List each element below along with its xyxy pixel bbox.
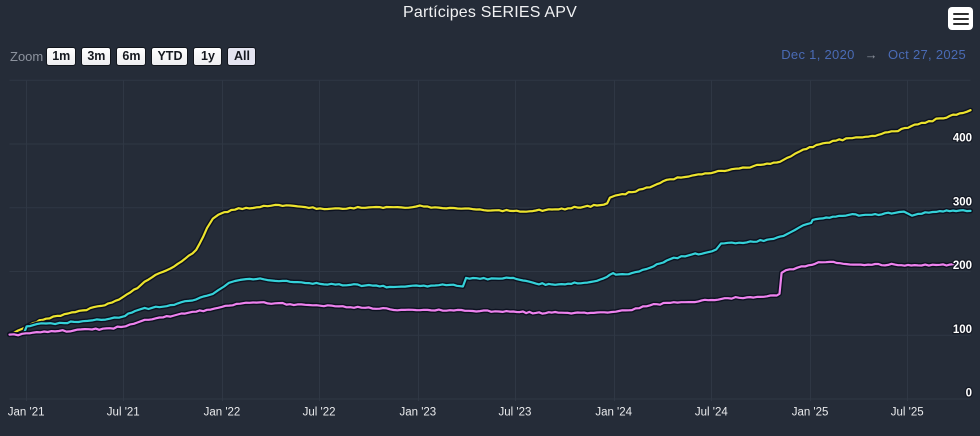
range-arrow: → [864,47,878,62]
zoom-button-ytd[interactable]: YTD [151,47,189,66]
x-axis-label-Jan24: Jan '24 [595,407,632,419]
x-axis-label-Jul24: Jul '24 [695,407,728,419]
series-cyan [8,209,972,336]
series-violet [8,260,972,337]
range-selector: Zoom 1m 3m 6m YTD 1y All [10,47,261,66]
y-axis-label-300: 300 [953,196,972,208]
zoom-button-1y[interactable]: 1y [193,47,223,66]
zoom-label: Zoom [10,49,44,64]
zoom-buttons: 1m 3m 6m YTD 1y All [46,47,261,66]
chart-title: Partícipes SERIES APV [402,4,578,21]
zoom-button-1m[interactable]: 1m [46,47,77,66]
zoom-button-6m[interactable]: 6m [116,47,147,66]
x-axis-label-Jan25: Jan '25 [792,407,829,419]
range-input-to[interactable]: Oct 27, 2025 [887,47,966,62]
series-cyan-halo [7,207,973,338]
range-input-from[interactable]: Dec 1, 2020 [781,47,855,62]
zoom-button-all[interactable]: All [227,47,257,66]
range-inputs: Dec 1, 2020 → Oct 27, 2025 [781,47,966,62]
x-axis-label-Jul25: Jul '25 [891,407,924,419]
x-axis-label-Jul22: Jul '22 [303,407,336,419]
context-menu-button[interactable] [948,7,973,30]
y-axis-label-400: 400 [953,133,972,145]
hamburger-icon [952,12,969,15]
y-axis-label-100: 100 [953,324,972,336]
zoom-button-3m[interactable]: 3m [81,47,112,66]
x-axis-label-Jan23: Jan '23 [399,407,436,419]
x-axis-label-Jul23: Jul '23 [499,407,532,419]
series-violet-halo [7,259,973,338]
series-yellow [8,109,972,336]
x-axis-label-Jul21: Jul '21 [107,407,140,419]
y-axis-label-200: 200 [953,260,972,272]
x-axis-label-Jan22: Jan '22 [204,407,241,419]
y-axis-label-0: 0 [966,388,972,400]
x-axis-label-Jan21: Jan '21 [8,407,45,419]
